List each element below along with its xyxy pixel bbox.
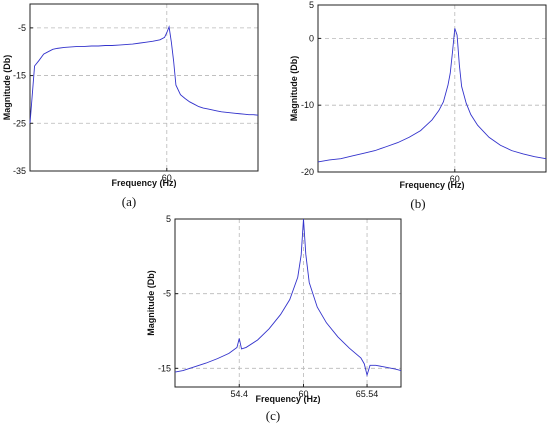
y-axis-label: Magnitude (Db) bbox=[146, 270, 156, 336]
x-tick-label: 60 bbox=[298, 389, 308, 399]
x-axis-label: Frequency (Hz) bbox=[399, 180, 464, 190]
panel-label: (c) bbox=[266, 408, 280, 423]
y-tick-label: -10 bbox=[301, 100, 314, 110]
panel-label: (a) bbox=[122, 194, 136, 209]
x-axis-label: Frequency (Hz) bbox=[111, 178, 176, 188]
plot-frame bbox=[317, 4, 547, 173]
y-tick-label: -15 bbox=[158, 363, 171, 373]
panel-label: (b) bbox=[410, 196, 425, 211]
y-tick-label: 5 bbox=[166, 214, 171, 224]
y-tick-label: -20 bbox=[301, 167, 314, 177]
y-axis-label: Magnitude (Db) bbox=[2, 55, 12, 121]
series-line bbox=[29, 25, 259, 124]
y-axis-label: Magnitude (Db) bbox=[289, 56, 299, 122]
series-line bbox=[317, 28, 547, 163]
y-tick-label: 0 bbox=[309, 33, 314, 43]
chart-panel-3: 54.4 60 65.54 5 -5 -15 Frequency (Hz) Magnitude… bbox=[146, 214, 402, 423]
y-tick-label: 5 bbox=[309, 0, 314, 10]
y-tick-label: -15 bbox=[13, 71, 26, 81]
x-tick-label: 54.4 bbox=[230, 389, 248, 399]
x-tick-label: 65.54 bbox=[356, 389, 379, 399]
y-tick-label: -5 bbox=[163, 289, 171, 299]
plot-frame bbox=[174, 218, 402, 388]
chart-panel-1: 60 -5 -15 -25 -35 Frequency (Hz) Magnitude (Db… bbox=[2, 3, 259, 209]
series-line bbox=[174, 218, 402, 377]
x-tick-label: 60 bbox=[162, 173, 172, 183]
x-axis-label: Frequency (Hz) bbox=[255, 394, 320, 404]
plot-frame bbox=[29, 3, 259, 172]
y-tick-label: -35 bbox=[13, 166, 26, 176]
chart-panel-2: 60 5 0 -10 -20 Frequency (Hz) Magnitude (Db) (b… bbox=[289, 0, 547, 211]
x-tick-label: 60 bbox=[450, 174, 460, 184]
y-tick-label: -25 bbox=[13, 118, 26, 128]
y-tick-label: -5 bbox=[18, 23, 26, 33]
